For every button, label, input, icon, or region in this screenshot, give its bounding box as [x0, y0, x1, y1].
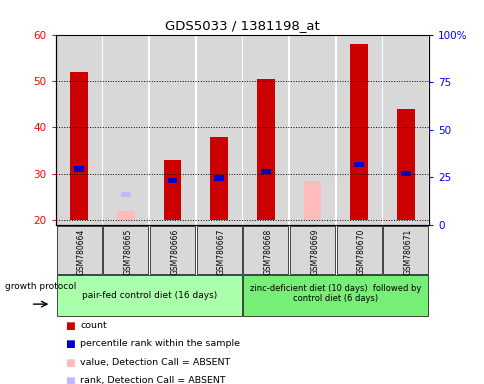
Text: GSM780671: GSM780671	[403, 228, 412, 275]
Bar	[163, 160, 181, 220]
Text: GSM780666: GSM780666	[170, 228, 179, 275]
Bar	[243, 35, 287, 225]
Bar	[336, 35, 381, 225]
Bar	[57, 226, 101, 273]
Text: count: count	[80, 321, 106, 329]
Bar	[74, 166, 84, 172]
Bar	[303, 180, 321, 220]
Bar	[70, 72, 88, 220]
Bar	[197, 226, 241, 273]
Bar	[289, 35, 334, 225]
Bar	[383, 35, 427, 225]
Text: GSM780670: GSM780670	[356, 228, 365, 275]
Bar	[117, 211, 135, 220]
Bar	[210, 137, 227, 220]
Bar	[121, 192, 130, 197]
Bar	[150, 226, 195, 273]
Text: value, Detection Call = ABSENT: value, Detection Call = ABSENT	[80, 358, 230, 366]
Text: growth protocol: growth protocol	[5, 281, 76, 291]
Bar	[197, 35, 241, 225]
Text: zinc-deficient diet (10 days)  followed by
control diet (6 days): zinc-deficient diet (10 days) followed b…	[250, 284, 421, 303]
Text: ■: ■	[65, 376, 75, 384]
Bar	[103, 35, 148, 225]
Bar	[243, 226, 287, 273]
Text: percentile rank within the sample: percentile rank within the sample	[80, 339, 240, 348]
Text: GSM780665: GSM780665	[123, 228, 132, 275]
Bar	[167, 178, 177, 184]
Bar	[400, 171, 410, 176]
Bar	[214, 175, 224, 181]
Bar	[103, 226, 148, 273]
Bar	[57, 35, 101, 225]
Bar	[336, 226, 381, 273]
Bar	[383, 226, 427, 273]
Title: GDS5033 / 1381198_at: GDS5033 / 1381198_at	[165, 19, 319, 32]
Text: ■: ■	[65, 358, 75, 367]
Bar	[257, 79, 274, 220]
Text: ■: ■	[65, 339, 75, 349]
Bar	[243, 275, 427, 316]
Bar	[289, 226, 334, 273]
Bar	[260, 169, 270, 174]
Bar	[349, 44, 367, 220]
Text: ■: ■	[65, 321, 75, 331]
Text: GSM780664: GSM780664	[77, 228, 86, 275]
Bar	[354, 162, 363, 167]
Text: pair-fed control diet (16 days): pair-fed control diet (16 days)	[81, 291, 216, 300]
Text: rank, Detection Call = ABSENT: rank, Detection Call = ABSENT	[80, 376, 225, 384]
Text: GSM780668: GSM780668	[263, 228, 272, 275]
Bar	[57, 275, 241, 316]
Bar	[396, 109, 414, 220]
Text: GSM780667: GSM780667	[216, 228, 226, 275]
Bar	[150, 35, 195, 225]
Text: GSM780669: GSM780669	[310, 228, 318, 275]
